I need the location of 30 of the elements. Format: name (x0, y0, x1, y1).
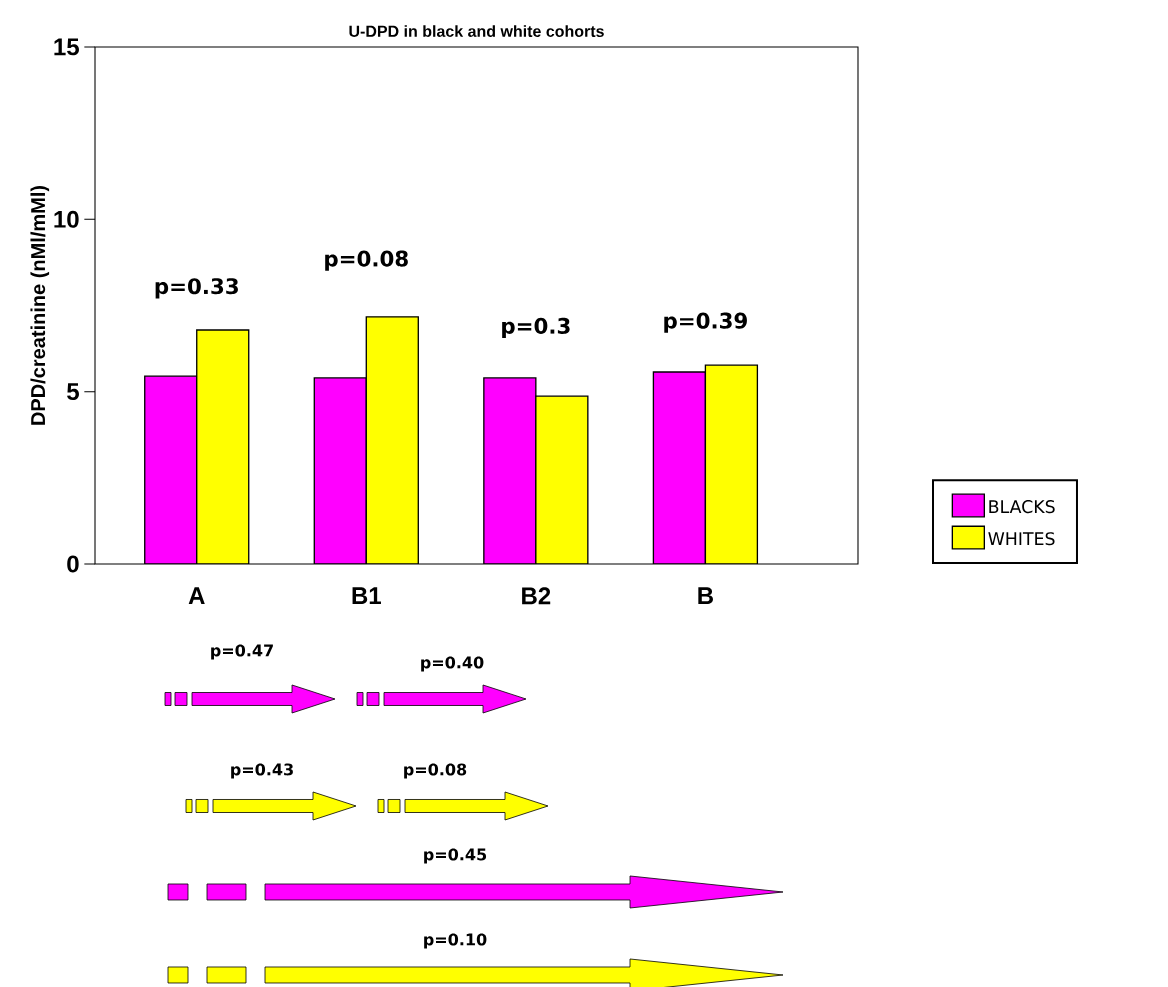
x-tick-label: B1 (352, 587, 381, 604)
bar (365, 316, 419, 564)
annotation: p=0.3 (502, 317, 570, 339)
bar (535, 395, 589, 564)
text: p=0.08 (404, 763, 467, 779)
x-tick-label: B (698, 587, 713, 604)
x-tick-label: B2 (522, 587, 551, 605)
bar (144, 375, 198, 564)
text: p=0.47 (211, 644, 273, 660)
bar (196, 329, 250, 564)
y-axis-title: DPD/creatinine (nMl/mMl) (30, 185, 50, 425)
y-tick-label: 5 (67, 383, 79, 401)
annotation: p=0.08 (325, 250, 408, 271)
text: p=0.43 (231, 763, 293, 779)
legend-label: BLACKS (989, 500, 1055, 514)
bar (704, 364, 759, 564)
bar (313, 377, 367, 564)
text: p=0.45 (424, 848, 487, 864)
chart-title: U-DPD in black and white cohorts (349, 25, 604, 37)
bar (652, 371, 707, 564)
text: p=0.10 (424, 933, 487, 949)
text: p=0.40 (421, 656, 484, 672)
x-tick-label: A (188, 587, 205, 604)
annotation: p=0.33 (155, 278, 238, 299)
legend-label: WHITES (988, 532, 1055, 546)
annotation: p=0.39 (664, 312, 747, 333)
y-tick-label: 15 (54, 38, 79, 56)
y-tick-label: 10 (54, 210, 79, 228)
bar (483, 377, 537, 564)
y-tick-label: 0 (67, 555, 79, 573)
